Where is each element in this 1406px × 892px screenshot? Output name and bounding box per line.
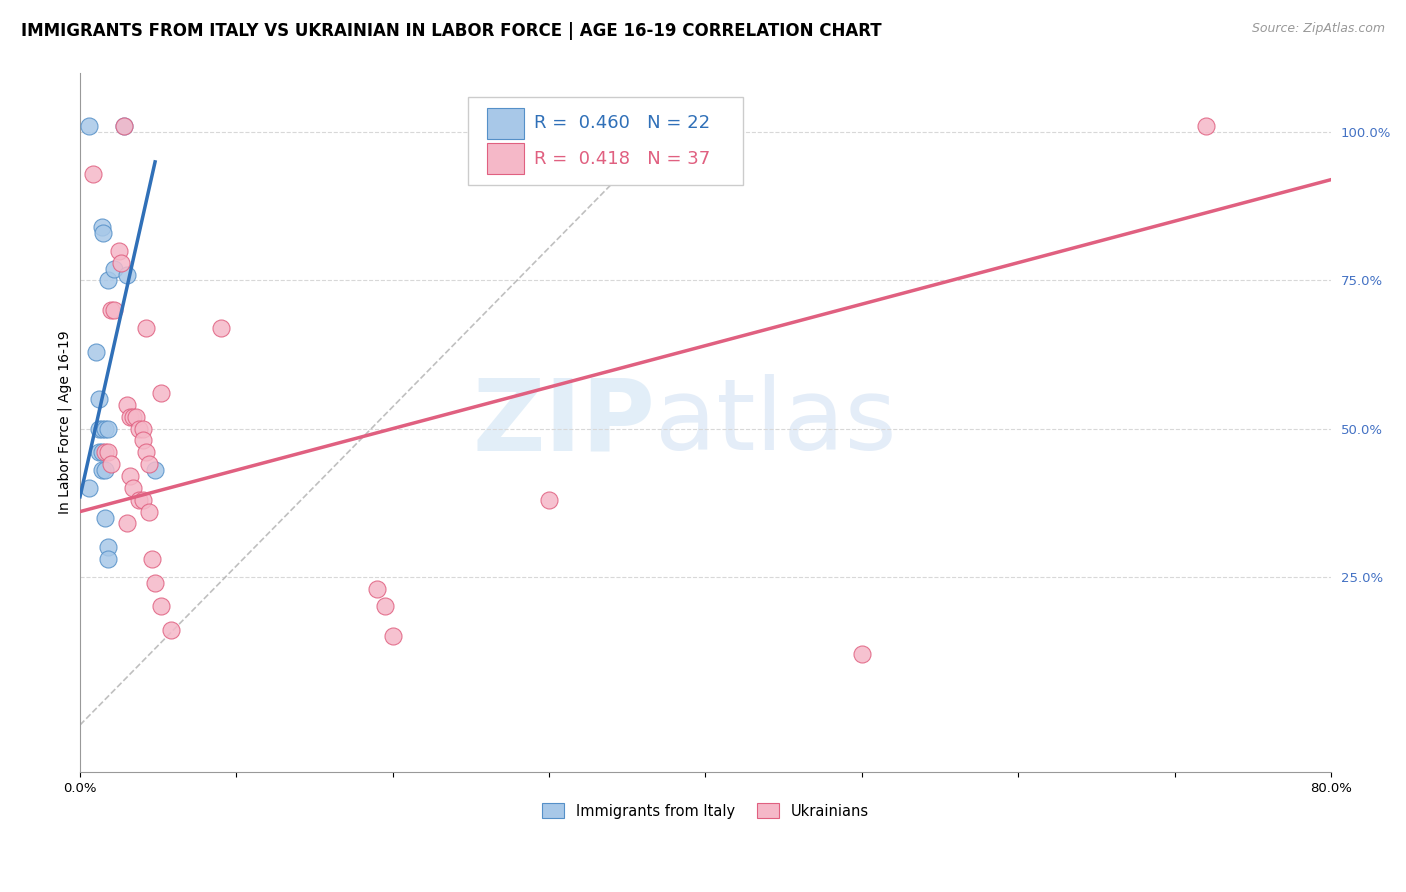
Point (374, 599, 396, 614)
Point (538, 492, 561, 507)
Point (87, 422, 110, 436)
FancyBboxPatch shape (468, 97, 742, 185)
Point (97, 422, 120, 436)
Text: Source: ZipAtlas.com: Source: ZipAtlas.com (1251, 22, 1385, 36)
Point (93, 226, 115, 240)
Point (90, 463, 112, 477)
Y-axis label: In Labor Force | Age 16-19: In Labor Force | Age 16-19 (58, 331, 72, 515)
Point (115, 398, 138, 412)
Point (94, 445, 117, 459)
Point (150, 386, 173, 401)
Point (94, 463, 117, 477)
Point (97, 445, 120, 459)
Point (97, 552, 120, 566)
Point (366, 582, 388, 596)
Point (131, 422, 153, 436)
Point (97, 273, 120, 287)
Point (100, 303, 122, 318)
Legend: Immigrants from Italy, Ukrainians: Immigrants from Italy, Ukrainians (537, 797, 875, 824)
Point (122, 481, 145, 495)
FancyBboxPatch shape (486, 144, 524, 174)
Point (82, 167, 104, 181)
Point (110, 255, 132, 269)
Text: R =  0.418   N = 37: R = 0.418 N = 37 (534, 150, 710, 168)
Point (138, 505, 160, 519)
Point (84, 344, 107, 359)
Point (131, 492, 153, 507)
Point (79, 120, 101, 134)
Point (87, 445, 110, 459)
Text: ZIP: ZIP (472, 374, 655, 471)
Point (100, 457, 122, 471)
Point (115, 268, 138, 282)
Point (79, 481, 101, 495)
Point (90, 422, 112, 436)
Point (143, 575, 166, 590)
Point (159, 623, 181, 637)
Text: IMMIGRANTS FROM ITALY VS UKRAINIAN IN LABOR FORCE | AGE 16-19 CORRELATION CHART: IMMIGRANTS FROM ITALY VS UKRAINIAN IN LA… (21, 22, 882, 40)
Point (108, 244, 131, 258)
Point (103, 261, 125, 276)
Point (94, 422, 117, 436)
FancyBboxPatch shape (486, 108, 524, 139)
Point (135, 445, 157, 459)
Text: atlas: atlas (655, 374, 897, 471)
Point (122, 409, 145, 424)
Point (381, 629, 404, 643)
Point (118, 409, 141, 424)
Point (141, 552, 163, 566)
Point (112, 120, 135, 134)
Point (90, 445, 112, 459)
Point (138, 457, 160, 471)
Point (125, 409, 148, 424)
Point (128, 422, 150, 436)
Point (97, 540, 120, 554)
Point (128, 492, 150, 507)
Point (131, 434, 153, 448)
Point (143, 463, 166, 477)
Text: R =  0.460   N = 22: R = 0.460 N = 22 (534, 114, 710, 133)
Point (150, 599, 173, 614)
Point (90, 220, 112, 235)
Point (115, 516, 138, 531)
Point (209, 321, 232, 335)
Point (118, 469, 141, 483)
Point (851, 647, 873, 661)
Point (87, 392, 110, 406)
Point (103, 303, 125, 318)
Point (112, 120, 135, 134)
Point (1195, 120, 1218, 134)
Point (94, 510, 117, 524)
Point (135, 321, 157, 335)
